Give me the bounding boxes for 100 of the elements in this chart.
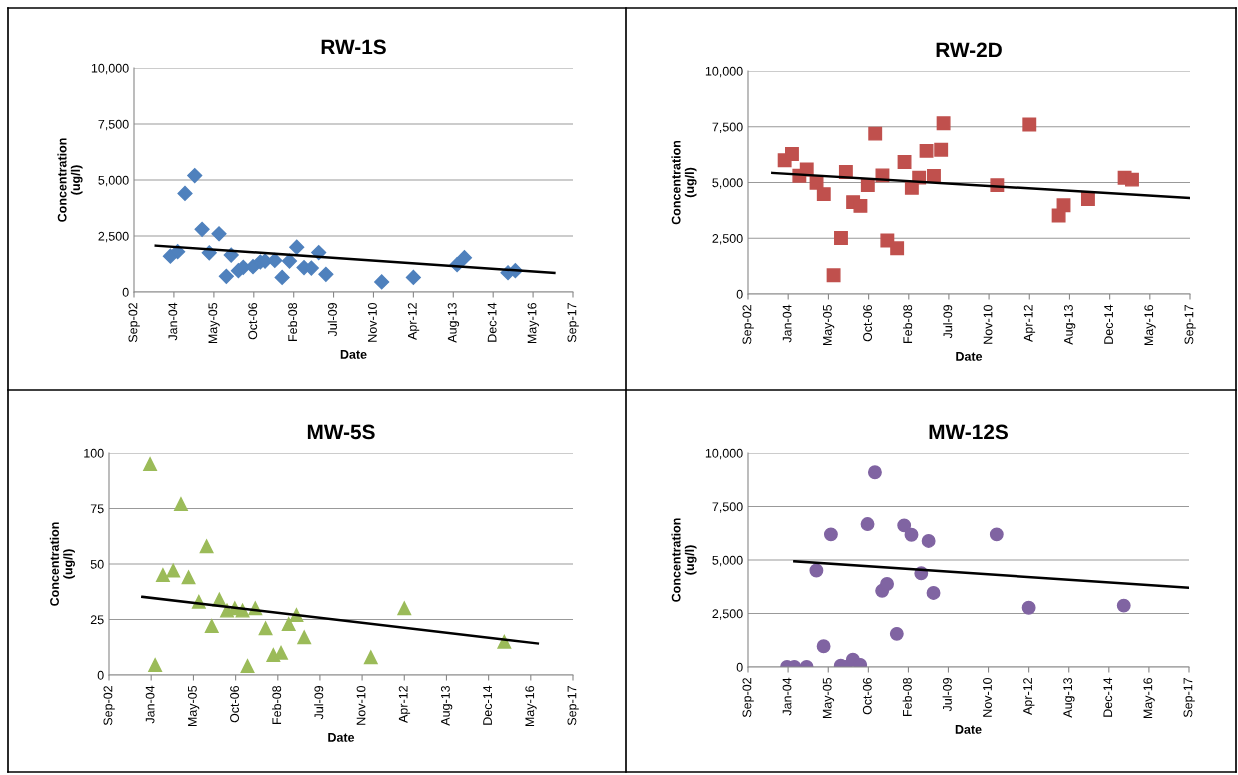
y-tick-label: 7,500 [98, 119, 129, 131]
x-tick-label: Feb-08 [902, 304, 913, 343]
point [1125, 172, 1139, 187]
x-tick-label: Nov-10 [983, 304, 993, 344]
x-axis-title: Date [956, 352, 983, 361]
x-tick-label: Sep-17 [567, 686, 579, 726]
x-tick-label: May-05 [187, 685, 200, 727]
x-tick-label: Jul-09 [942, 678, 952, 712]
x-tick-label: Jan-04 [782, 677, 792, 716]
point [297, 630, 312, 645]
y-tick-label: 2,500 [712, 609, 743, 620]
y-tick-label: 5,000 [712, 555, 743, 567]
point [218, 268, 234, 284]
x-tick-label: May-05 [822, 304, 835, 346]
x-tick-label: May-05 [208, 302, 220, 344]
point [181, 570, 196, 585]
x-tick-label: May-05 [822, 677, 835, 719]
x-tick-label: May-16 [527, 302, 539, 344]
x-tick-label: Oct-06 [230, 685, 239, 723]
x-axis-title: Date [328, 733, 355, 742]
point [934, 142, 949, 157]
y-tick-label: 0 [736, 289, 743, 299]
point [155, 568, 170, 583]
x-tick-label: Aug-13 [1063, 304, 1076, 345]
point [927, 169, 941, 183]
point [1021, 600, 1036, 615]
point [926, 586, 941, 600]
point [897, 518, 912, 533]
point [890, 241, 905, 256]
x-tick-label: Apr-12 [1023, 305, 1036, 342]
point [363, 650, 378, 665]
x-axis-title: Date [340, 350, 367, 359]
x-tick-label: Feb-08 [902, 677, 912, 716]
point [880, 577, 894, 591]
point [860, 517, 875, 531]
point [199, 539, 214, 554]
x-tick-label: Nov-10 [367, 302, 377, 342]
x-tick-label: Jul-09 [314, 686, 324, 720]
point [148, 658, 163, 672]
x-tick-label: Aug-13 [440, 685, 453, 726]
y-tick-label: 25 [90, 615, 104, 625]
x-tick-label: Jul-09 [943, 305, 953, 339]
point [194, 221, 210, 237]
y-axis-title: Concentration (ug/l) [49, 522, 75, 606]
x-tick-label: Sep-02 [742, 678, 754, 718]
point [1056, 198, 1071, 213]
point [868, 126, 883, 141]
point [919, 143, 934, 158]
point [204, 619, 219, 634]
point [785, 147, 799, 161]
point [267, 252, 283, 268]
chart-title: MW-12S [929, 424, 1008, 440]
point [397, 601, 412, 616]
point [187, 167, 203, 184]
chart-title: MW-5S [307, 424, 375, 440]
point [1116, 598, 1131, 613]
x-tick-label: Jul-09 [327, 303, 337, 337]
x-tick-label: May-16 [525, 685, 537, 727]
x-tick-label: May-16 [1144, 304, 1156, 346]
x-tick-label: Aug-13 [1063, 677, 1075, 718]
y-tick-label: 5,000 [712, 178, 743, 189]
x-tick-label: Sep-17 [567, 303, 579, 343]
y-tick-label: 0 [122, 287, 129, 297]
point [936, 116, 951, 131]
x-tick-label: Apr-12 [398, 686, 411, 723]
y-tick-label: 5,000 [98, 175, 129, 187]
x-tick-label: May-16 [1143, 677, 1155, 719]
x-tick-label: Apr-12 [407, 303, 420, 340]
point [405, 269, 421, 286]
y-tick-label: 10,000 [705, 448, 743, 460]
y-tick-label: 2,500 [98, 231, 129, 243]
y-axis-title: Concentration (ug/l) [57, 138, 83, 222]
point [1080, 192, 1095, 206]
x-tick-label: Sep-02 [103, 686, 115, 726]
x-tick-label: Jan-04 [145, 685, 155, 724]
x-tick-label: Jan-04 [782, 304, 792, 343]
x-tick-label: Nov-10 [356, 685, 366, 725]
x-tick-label: Dec-14 [1104, 304, 1113, 344]
point [166, 563, 181, 578]
point [809, 563, 824, 578]
point [274, 645, 288, 660]
point [456, 250, 473, 266]
point [904, 527, 919, 542]
point [853, 198, 868, 213]
x-tick-label: Jan-04 [168, 302, 178, 341]
point [274, 269, 290, 286]
x-tick-label: Oct-06 [862, 677, 872, 715]
y-tick-label: 7,500 [712, 122, 743, 133]
y-tick-label: 10,000 [91, 63, 129, 75]
x-tick-label: Sep-02 [742, 305, 754, 345]
point [143, 457, 158, 472]
y-axis-title: Concentration (ug/l) [671, 518, 697, 602]
x-tick-label: Feb-08 [271, 685, 282, 724]
point [281, 616, 296, 631]
x-tick-label: Sep-17 [1184, 305, 1196, 345]
y-tick-label: 50 [90, 559, 104, 569]
y-tick-label: 100 [84, 448, 104, 458]
point [989, 527, 1004, 542]
point [258, 621, 273, 636]
x-tick-label: Dec-14 [1103, 677, 1113, 717]
